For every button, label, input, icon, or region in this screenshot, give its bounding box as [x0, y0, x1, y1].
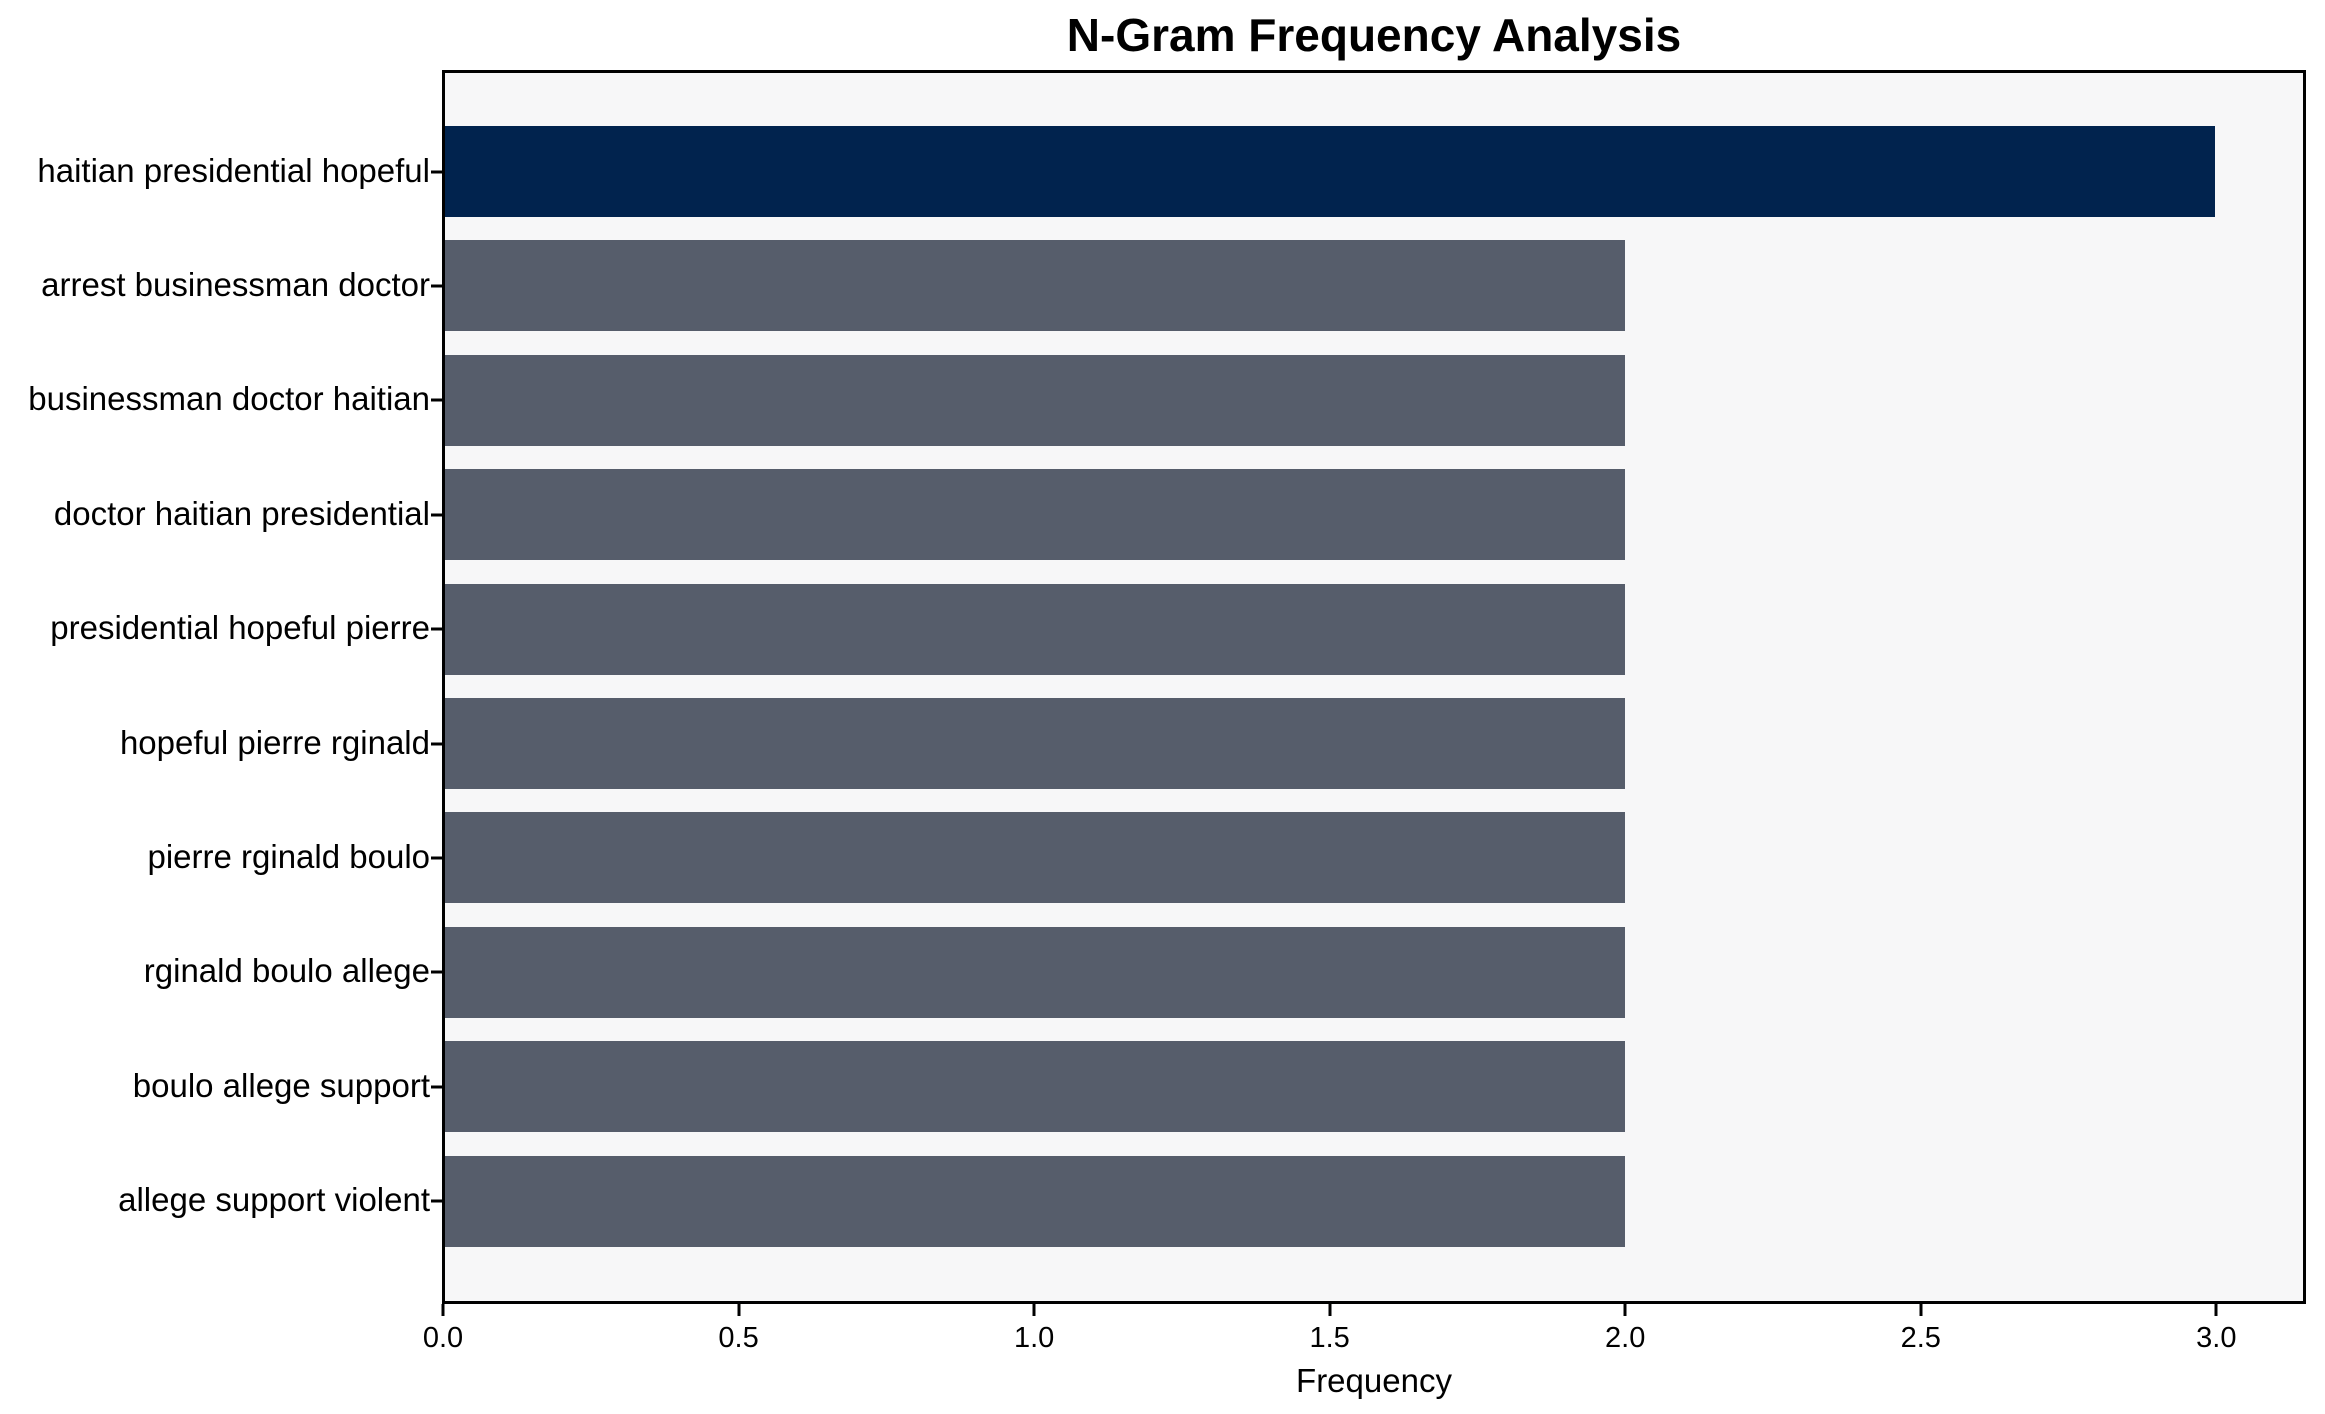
y-tick-label: rginald boulo allege	[143, 952, 430, 990]
x-tick-label: 3.0	[2196, 1322, 2237, 1354]
y-tick-label: businessman doctor haitian	[28, 380, 430, 418]
y-tick-label: haitian presidential hopeful	[37, 151, 430, 189]
bar-haitian-presidential-hopeful	[445, 126, 2215, 217]
y-tick-label: boulo allege support	[132, 1066, 430, 1104]
x-axis-title: Frequency	[1296, 1362, 1452, 1399]
x-tick-label: 1.0	[1013, 1322, 1055, 1354]
y-tick-label: arrest businessman doctor	[41, 266, 430, 304]
x-tick-mark	[1032, 1304, 1036, 1316]
x-tick-label: 1.5	[1309, 1322, 1350, 1354]
x-tick-label: 2.0	[1605, 1322, 1646, 1354]
y-tick-mark	[431, 1085, 443, 1089]
bar-boulo-allege-support	[445, 1041, 1625, 1133]
x-tick-label: 0.5	[718, 1322, 759, 1354]
y-tick-mark	[431, 513, 443, 517]
x-tick-label: 2.5	[1900, 1322, 1941, 1354]
bar-doctor-haitian-presidential	[445, 469, 1625, 561]
y-tick-mark	[431, 1199, 443, 1203]
x-tick-label: 0.0	[422, 1322, 464, 1354]
bar-hopeful-pierre-rginald	[445, 698, 1625, 789]
y-axis-labels: haitian presidential hopeful arrest busin…	[0, 70, 430, 1304]
bar-pierre-rginald-boulo	[445, 812, 1625, 904]
y-tick-mark	[431, 856, 443, 860]
x-tick-mark	[441, 1304, 445, 1316]
bar-businessman-doctor-haitian	[445, 354, 1625, 446]
bar-allege-support-violent	[445, 1155, 1625, 1247]
y-tick-mark	[431, 627, 443, 631]
bar-arrest-businessman-doctor	[445, 240, 1625, 332]
y-tick-mark	[431, 170, 443, 173]
y-tick-label: presidential hopeful pierre	[50, 609, 430, 647]
x-tick-mark	[737, 1304, 741, 1316]
y-tick-mark	[431, 742, 443, 745]
x-tick-mark	[1328, 1304, 1332, 1316]
bar-presidential-hopeful-pierre	[445, 583, 1625, 675]
x-tick-mark	[1919, 1304, 1923, 1316]
y-tick-label: allege support violent	[118, 1181, 430, 1219]
y-tick-label: pierre rginald boulo	[147, 838, 430, 876]
y-tick-mark	[431, 970, 443, 974]
y-axis-ticks	[431, 70, 443, 1304]
y-tick-mark	[431, 398, 443, 402]
x-axis: 0.0 0.5 1.0 1.5 2.0 2.5 3.0	[423, 1304, 2305, 1364]
y-tick-label: hopeful pierre rginald	[119, 723, 430, 761]
bar-rginald-boulo-allege	[445, 926, 1625, 1018]
y-tick-label: doctor haitian presidential	[53, 494, 430, 532]
x-tick-mark	[2214, 1304, 2218, 1316]
chart-title: N-Gram Frequency Analysis	[1066, 9, 1682, 61]
x-tick-mark	[1623, 1304, 1627, 1316]
y-tick-mark	[431, 284, 443, 288]
plot-area	[442, 70, 2306, 1304]
